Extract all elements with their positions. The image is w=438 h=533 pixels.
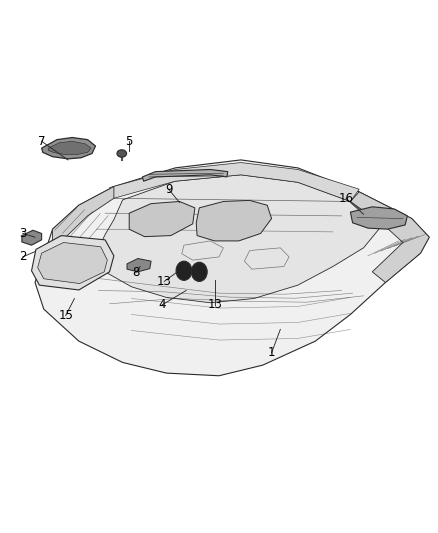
Text: 5: 5 [126,135,133,148]
Text: 2: 2 [19,251,27,263]
Text: 3: 3 [19,227,26,240]
Text: 16: 16 [339,192,353,205]
Polygon shape [129,201,195,237]
Polygon shape [38,243,107,284]
Circle shape [191,262,207,281]
Polygon shape [35,160,429,376]
Text: 9: 9 [165,183,173,196]
Text: 13: 13 [207,298,222,311]
Polygon shape [96,175,381,303]
Polygon shape [32,236,114,290]
Text: 4: 4 [158,298,166,311]
Polygon shape [22,230,42,245]
Polygon shape [350,192,429,282]
Polygon shape [110,163,359,201]
Polygon shape [42,138,95,159]
Polygon shape [350,207,407,229]
Polygon shape [142,169,228,181]
Text: 7: 7 [38,135,46,148]
Text: 1: 1 [268,346,276,359]
Ellipse shape [117,150,127,157]
Polygon shape [53,187,114,241]
Polygon shape [48,141,91,155]
Polygon shape [196,200,272,241]
Text: 15: 15 [58,309,73,322]
Text: 13: 13 [157,275,172,288]
Polygon shape [127,259,151,272]
Text: 8: 8 [132,266,139,279]
Circle shape [176,261,192,280]
